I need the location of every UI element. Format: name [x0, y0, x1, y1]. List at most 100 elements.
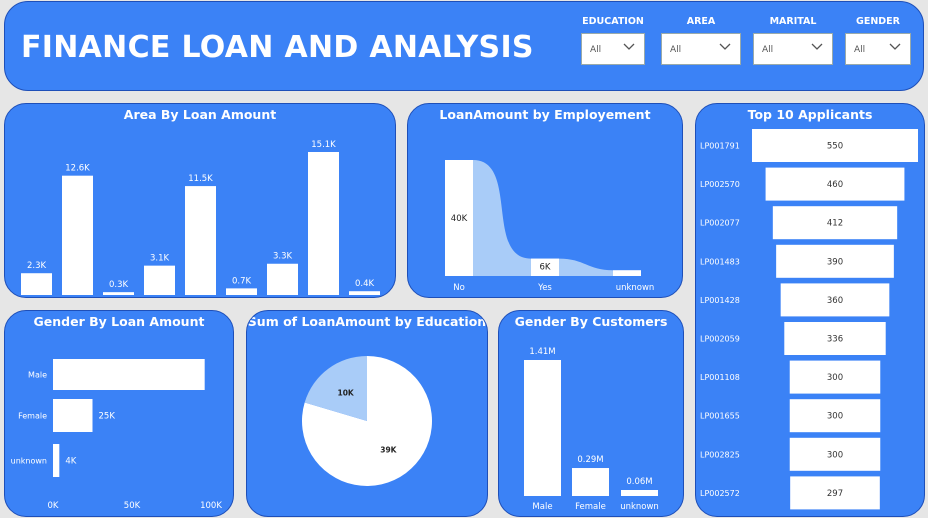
x-tick-label: 50K — [124, 501, 141, 511]
data-label: 15.1K — [311, 140, 336, 150]
bar — [445, 160, 473, 276]
x-tick-label: Male — [532, 502, 552, 512]
x-tick-label: 0K — [48, 501, 59, 511]
x-tick-label: No — [453, 283, 465, 293]
funnel-bar — [780, 283, 890, 317]
funnel-bar — [776, 244, 894, 278]
data-label: 300 — [827, 412, 843, 422]
slicer-gender-value: All — [854, 45, 866, 55]
data-label: 412 — [827, 219, 843, 229]
x-tick-label: Female — [575, 502, 606, 512]
funnel-bar — [790, 476, 880, 510]
category-label: LP001791 — [700, 142, 740, 151]
data-label: 0.4K — [355, 279, 375, 289]
category-label: Male — [28, 371, 47, 380]
category-label: LP001655 — [700, 412, 740, 421]
category-label: unknown — [11, 457, 47, 466]
slicer-gender-label: GENDER — [856, 16, 900, 27]
pie-slice — [304, 356, 367, 421]
slicer-education-value: All — [590, 45, 602, 55]
data-label: 10K — [337, 388, 354, 397]
panel-title: Area By Loan Amount — [123, 107, 277, 122]
slicer-area-label: AREA — [686, 16, 716, 27]
panel-title: Gender By Customers — [514, 314, 668, 329]
data-label: 4K — [65, 457, 76, 467]
data-label: 336 — [827, 335, 843, 345]
chevron-down-icon — [623, 43, 635, 50]
data-label: 2.3K — [27, 261, 47, 271]
data-label: 11.5K — [188, 174, 213, 184]
education-pie-chart: 39K 10K — [301, 356, 432, 486]
top-applicants-funnel: 550 LP001791 460 LP002570 412 LP002077 390 LP00… — [700, 129, 918, 510]
data-label: 360 — [827, 296, 843, 306]
panel-loan-by-education: Sum of LoanAmount by Education 39K 10K — [246, 310, 488, 517]
slicer-education-label: EDUCATION — [582, 16, 644, 27]
slicer-education-dropdown[interactable]: All — [581, 33, 645, 65]
panel-loan-by-employment: LoanAmount by Employement 40K No 6K Yes unkn… — [407, 103, 683, 298]
funnel-bar — [772, 206, 898, 240]
bar — [308, 152, 339, 295]
slicer-area-value: All — [670, 45, 682, 55]
data-label: 39K — [380, 446, 397, 455]
data-label: 3.1K — [150, 254, 170, 264]
bar — [226, 288, 257, 295]
funnel-bar — [765, 167, 905, 201]
data-label: 550 — [827, 142, 843, 152]
data-label: 0.06M — [626, 477, 652, 487]
chevron-down-icon — [889, 43, 901, 50]
bar — [531, 258, 559, 276]
bar — [613, 270, 641, 276]
gender-amount-bar-chart: Male Female 25K unknown 4K 0K 50K 100K — [11, 359, 222, 511]
data-label: 25K — [99, 412, 116, 422]
x-tick-label: unknown — [616, 283, 655, 293]
x-tick-label: 100K — [200, 501, 222, 511]
panel-area-by-loan-amount: Area By Loan Amount 2.3K 12.6K 0.3K 3.1K 11.… — [4, 103, 396, 298]
data-label: 3.3K — [273, 252, 293, 262]
panel-title: LoanAmount by Employement — [439, 107, 651, 122]
category-label: LP002077 — [700, 219, 740, 228]
data-label: 1.41M — [529, 347, 555, 357]
data-label: 297 — [827, 489, 843, 499]
slicer-marital-dropdown[interactable]: All — [753, 33, 833, 65]
category-label: LP001428 — [700, 296, 740, 305]
area-band — [473, 160, 613, 276]
bar — [267, 263, 298, 295]
bar — [524, 360, 561, 496]
category-label: LP002825 — [700, 450, 740, 459]
data-label: 300 — [827, 450, 843, 460]
data-label: 460 — [827, 180, 843, 190]
page-title: FINANCE LOAN AND ANALYSIS — [21, 30, 534, 65]
category-label: LP002572 — [700, 489, 740, 498]
bar — [53, 359, 205, 390]
funnel-bar — [789, 360, 881, 394]
panel-title: Gender By Loan Amount — [33, 314, 205, 329]
data-label: 390 — [827, 257, 843, 267]
employment-area-chart: 40K No 6K Yes unknown — [445, 160, 655, 293]
panel-top-10-applicants: Top 10 Applicants 550 LP001791 460 LP002570… — [695, 103, 925, 517]
slicer-marital-label: MARITAL — [769, 16, 817, 27]
data-label: 300 — [827, 373, 843, 383]
panel-gender-by-customers: Gender By Customers 1.41M Male 0.29M Female… — [498, 310, 684, 517]
panel-title: Top 10 Applicants — [747, 107, 873, 122]
category-label: LP001483 — [700, 257, 740, 266]
area-bar-chart: 2.3K 12.6K 0.3K 3.1K 11.5K 0.7K 3.3K 15.1K 0.4K — [21, 140, 380, 295]
pie-slice — [301, 356, 432, 486]
data-label: 0.7K — [232, 276, 252, 286]
slicer-gender-dropdown[interactable]: All — [845, 33, 911, 65]
chevron-down-icon — [719, 43, 731, 50]
bar — [53, 444, 60, 477]
header-banner: FINANCE LOAN AND ANALYSIS EDUCATION All … — [4, 1, 924, 91]
x-tick-label: unknown — [620, 502, 659, 512]
gender-customers-bar-chart: 1.41M Male 0.29M Female 0.06M unknown — [524, 347, 659, 512]
data-label: 6K — [540, 263, 551, 273]
slicer-gender: GENDER All — [845, 16, 911, 65]
slicer-marital-value: All — [762, 45, 774, 55]
slicer-area-dropdown[interactable]: All — [661, 33, 741, 65]
slicer-area: AREA All — [661, 16, 741, 65]
x-tick-label: Yes — [537, 283, 552, 293]
bar — [62, 175, 93, 295]
panel-title: Sum of LoanAmount by Education — [247, 314, 487, 329]
category-label: Female — [18, 412, 47, 421]
funnel-bar — [752, 129, 918, 162]
bar — [103, 292, 134, 295]
